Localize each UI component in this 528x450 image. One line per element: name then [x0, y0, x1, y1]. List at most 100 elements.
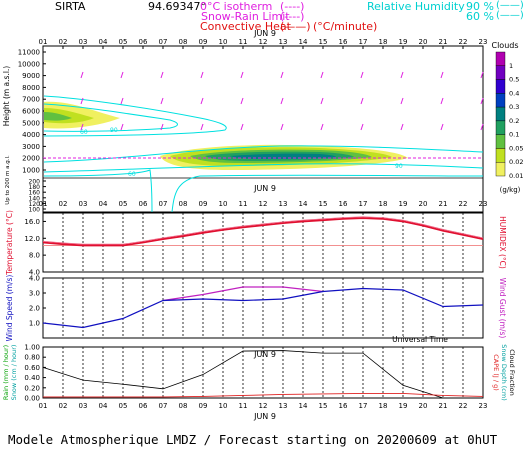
cloud-blob-upper-dark — [44, 112, 72, 121]
wind-barb — [80, 71, 84, 79]
wind-speed-axis-label: Wind Speed (m/s) — [5, 275, 14, 342]
top-hour-label: 19 — [399, 38, 408, 46]
wind-barb — [440, 123, 444, 131]
wind-barb — [120, 71, 124, 79]
wind-barb — [480, 71, 484, 79]
wind-barb — [80, 97, 84, 105]
y-tick-label: 0.00 — [24, 395, 40, 403]
bottom-hour-label: 02 — [59, 402, 68, 410]
bottom-hour-label: 10 — [219, 402, 228, 410]
height-tick-label: 1000 — [22, 167, 40, 175]
low-hour-label: 17 — [359, 200, 368, 208]
wind-barb — [400, 71, 404, 79]
y-tick-label: 16.0 — [24, 218, 40, 226]
rh-90-symbol: (——) — [496, 0, 524, 11]
top-date-label: JUN 9 — [253, 29, 276, 38]
bottom-hour-label: 19 — [399, 402, 408, 410]
height-tick-label: 4000 — [22, 131, 40, 139]
wind-barb — [360, 97, 364, 105]
low-hour-label: 05 — [119, 200, 128, 208]
wind-speed-line — [42, 287, 484, 329]
rh-60: 60 % — [466, 10, 494, 23]
wind-barb — [80, 123, 84, 131]
bottom-hour-label: 07 — [159, 402, 168, 410]
low-hour-label: 14 — [299, 200, 308, 208]
bottom-hour-label: 13 — [279, 402, 288, 410]
y-tick-label: 0.80 — [24, 354, 40, 362]
bottom-hour-label: 18 — [379, 402, 388, 410]
precip-date-label: JUN 9 — [253, 350, 276, 359]
cape-line — [43, 392, 484, 398]
wind-barb — [360, 71, 364, 79]
low-height-tick-label: 180 — [29, 184, 41, 191]
bottom-hour-label: 15 — [319, 402, 328, 410]
low-hour-label: 18 — [379, 200, 388, 208]
top-hour-label: 07 — [159, 38, 168, 46]
rh-contour-90-upper — [43, 103, 178, 132]
top-hour-label: 05 — [119, 38, 128, 46]
height-tick-label: 3000 — [22, 143, 40, 151]
wind-barb — [320, 123, 324, 131]
bottom-hour-label: 17 — [359, 402, 368, 410]
bottom-hour-label: 22 — [459, 402, 468, 410]
y-tick-label: 1.0 — [29, 320, 40, 328]
y-tick-label: 0.20 — [24, 384, 40, 392]
y-tick-label: 4.0 — [29, 269, 40, 277]
wind-barb — [480, 123, 484, 131]
colorbar-label: 0.1 — [509, 131, 519, 139]
low-hour-label: 22 — [459, 200, 468, 208]
cape-axis-label: CAPE (J / g) — [492, 354, 500, 391]
wind-gust-axis-label: Wind Gust (m/s) — [498, 278, 507, 339]
wind-barb — [160, 123, 164, 131]
height-tick-label: 8000 — [22, 84, 40, 92]
top-hour-label: 02 — [59, 38, 68, 46]
top-hour-label: 13 — [279, 38, 288, 46]
bottom-hour-label: 03 — [79, 402, 88, 410]
colorbar-swatch — [495, 134, 506, 149]
low-hour-label: 01 — [39, 200, 48, 208]
rain-axis-label: Rain (mm / hour) — [2, 345, 10, 400]
low-height-tick-label: 140 — [29, 195, 41, 202]
top-hour-label: 23 — [479, 38, 488, 46]
top-hour-label: 16 — [339, 38, 348, 46]
rh-60-symbol: (——) — [496, 10, 524, 21]
bottom-hour-label: 23 — [479, 402, 488, 410]
low-hour-label: 11 — [239, 200, 248, 208]
contour-label: 90 — [110, 127, 118, 134]
humidex-axis-label: HUMIDEX (°C) — [498, 216, 507, 269]
colorbar-label: 0.4 — [509, 89, 519, 97]
height-tick-label: 11000 — [18, 49, 40, 57]
low-height-axis-label: Up to 200 m a.g.l. — [5, 155, 11, 205]
low-hour-label: 19 — [399, 200, 408, 208]
colorbar-swatch — [495, 120, 506, 135]
contour-label: 60 — [128, 171, 136, 178]
height-tick-label: 7000 — [22, 96, 40, 104]
wind-barb — [240, 123, 244, 131]
colorbar-swatch — [495, 148, 506, 163]
legend-isotherm: 0°C isotherm — [200, 0, 273, 13]
colorbar-label: 0.02 — [509, 158, 523, 166]
wind-barb — [240, 97, 244, 105]
rh-contour-low-right — [171, 174, 484, 213]
y-tick-label: 8.0 — [29, 252, 40, 260]
contour-label: 60 — [80, 129, 88, 136]
height-tick-label: 6000 — [22, 108, 40, 116]
wind-barb — [280, 97, 284, 105]
legend-convective-unit: (°C/minute) — [313, 20, 378, 33]
snow-depth-axis-label: Snow Depth (cm) — [500, 344, 508, 400]
colorbar-unit: (g/kg) — [500, 186, 521, 194]
top-hour-label: 18 — [379, 38, 388, 46]
top-hour-label: 22 — [459, 38, 468, 46]
low-hour-label: 09 — [199, 200, 208, 208]
top-hour-label: 04 — [99, 38, 108, 46]
cloud-fraction-line — [42, 350, 483, 399]
low-height-tick-label: 200 — [29, 179, 41, 186]
low-hour-label: 16 — [339, 200, 348, 208]
colorbar-swatch — [495, 65, 506, 80]
wind-barb — [200, 123, 204, 131]
top-hour-label: 01 — [39, 38, 48, 46]
low-height-tick-label: 160 — [29, 190, 41, 197]
colorbar-title: Clouds — [491, 41, 518, 50]
wind-barb — [160, 97, 164, 105]
